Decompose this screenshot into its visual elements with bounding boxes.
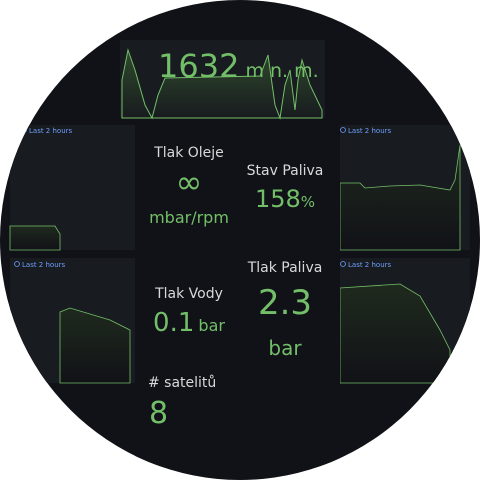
panel-unit: bar bbox=[198, 316, 225, 335]
panel-value: ∞ bbox=[176, 163, 203, 201]
stat-panels bbox=[135, 125, 340, 465]
sparkline bbox=[9, 225, 61, 251]
panel-unit: bar bbox=[268, 336, 302, 360]
clock-icon bbox=[340, 261, 346, 267]
time-range: Last 2 hours bbox=[29, 127, 73, 135]
panel-value: 0.1 bbox=[153, 308, 194, 338]
altitude-value: 1632 bbox=[158, 47, 239, 85]
altitude-unit: m n. m. bbox=[245, 60, 318, 82]
panel-title: # satelitů bbox=[148, 375, 216, 391]
altitude: 1632 m n. m. bbox=[158, 47, 319, 85]
clock-icon bbox=[21, 127, 27, 133]
panel-title: Tlak Paliva bbox=[247, 260, 323, 276]
panel-title: Tlak Oleje bbox=[153, 145, 224, 161]
time-range: Last 2 hours bbox=[348, 261, 392, 269]
sparkline bbox=[339, 144, 461, 251]
sparkline bbox=[339, 283, 451, 384]
panel-unit: % bbox=[301, 193, 315, 211]
sparkline bbox=[59, 307, 131, 384]
panel-value: 2.3 bbox=[258, 283, 312, 323]
panel-value: 158 bbox=[255, 185, 301, 213]
time-range: Last 2 hours bbox=[22, 261, 66, 269]
clock-icon bbox=[14, 261, 20, 267]
time-range: Last 2 hours bbox=[348, 127, 392, 135]
panel-title: Stav Paliva bbox=[247, 163, 324, 179]
panel-value: 8 bbox=[149, 396, 168, 431]
panel-title: Tlak Vody bbox=[154, 286, 223, 302]
altitude-sparkline bbox=[121, 48, 323, 120]
panel-unit: mbar/rpm bbox=[149, 208, 229, 227]
panel-reading: 158% bbox=[255, 185, 315, 213]
clock-icon bbox=[340, 127, 346, 133]
panel-reading: 0.1 bar bbox=[153, 308, 225, 338]
